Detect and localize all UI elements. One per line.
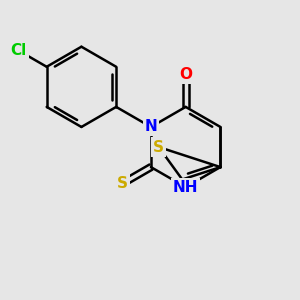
Text: O: O — [179, 67, 192, 82]
Text: Cl: Cl — [11, 43, 27, 58]
Text: S: S — [153, 140, 164, 154]
Text: NH: NH — [173, 180, 198, 195]
Text: N: N — [145, 119, 157, 134]
Text: S: S — [117, 176, 128, 191]
